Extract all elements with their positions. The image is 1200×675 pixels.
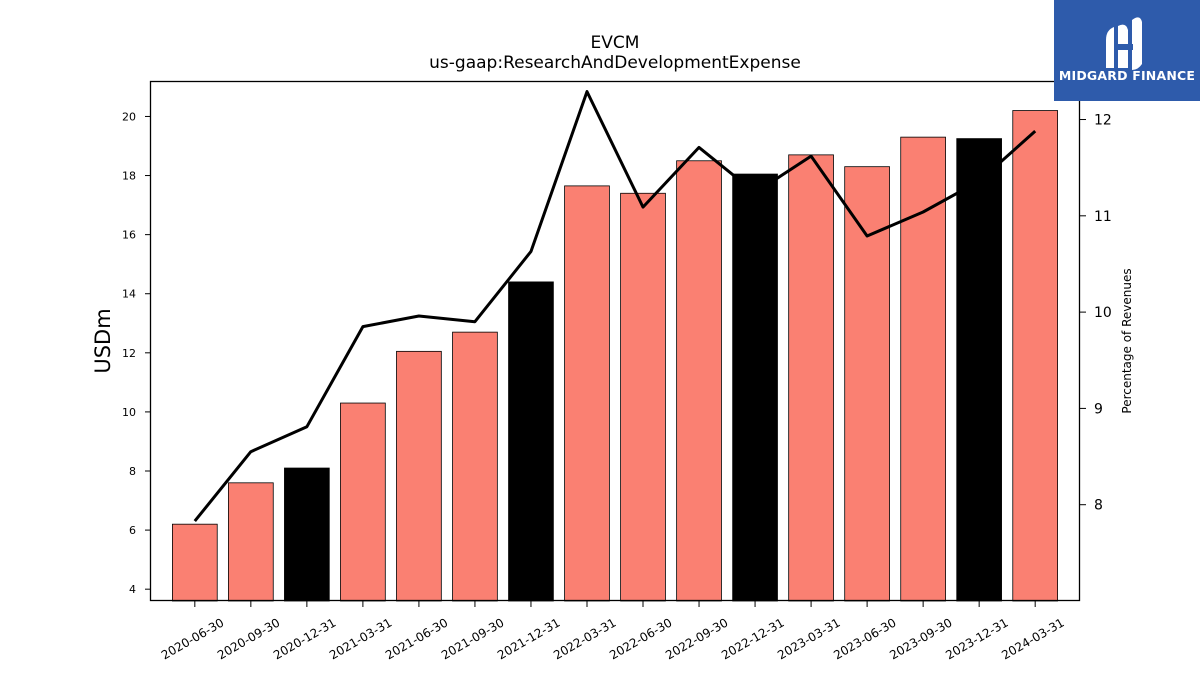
midgard-logo-icon	[1106, 17, 1142, 70]
x-axis: 2020-06-302020-09-302020-12-312021-03-31…	[159, 601, 1067, 662]
x-tick-label: 2022-06-30	[607, 615, 674, 662]
y-axis-left: 4 6 8 10 12 14 16 18 20	[122, 110, 150, 596]
x-tick-label: 2020-06-30	[159, 615, 226, 662]
x-tick-label: 2023-03-31	[775, 615, 842, 662]
bar	[732, 173, 778, 602]
bar	[564, 185, 610, 602]
bar-series	[172, 110, 1058, 602]
bar	[340, 402, 386, 602]
plot-frame	[149, 80, 1081, 602]
x-tick-label: 2024-03-31	[999, 615, 1066, 662]
x-tick-label: 2022-03-31	[551, 615, 618, 662]
y-tick-label: 12	[122, 347, 136, 360]
y-axis-label: USDm	[91, 308, 115, 373]
y2-tick-label: 12	[1094, 113, 1112, 129]
y-tick-label: 16	[122, 229, 136, 242]
bar	[284, 467, 330, 602]
x-tick-label: 2022-12-31	[719, 615, 786, 662]
y-tick-label: 18	[122, 170, 136, 183]
y-tick-label: 4	[129, 583, 136, 596]
y2-tick-label: 11	[1094, 209, 1112, 225]
bar	[788, 154, 834, 602]
bar	[508, 281, 554, 602]
bar	[1012, 110, 1058, 602]
bar	[396, 350, 442, 602]
y-tick-label: 20	[122, 110, 136, 123]
bar	[620, 192, 666, 602]
brand-logo: MIDGARD FINANCE	[1054, 0, 1200, 101]
y2-tick-label: 8	[1094, 498, 1103, 514]
x-tick-label: 2023-09-30	[887, 615, 954, 662]
bar	[956, 138, 1002, 602]
x-tick-label: 2020-09-30	[215, 615, 282, 662]
y-tick-label: 14	[122, 288, 136, 301]
brand-name: MIDGARD FINANCE	[1058, 68, 1196, 83]
series-line	[193, 90, 1037, 523]
bar	[452, 331, 498, 602]
line-series	[193, 90, 1037, 523]
y-tick-label: 6	[129, 524, 136, 537]
x-tick-label: 2021-06-30	[383, 615, 450, 662]
y2-tick-label: 10	[1094, 305, 1112, 321]
y2-axis-label: Percentage of Revenues	[1120, 268, 1134, 413]
y-axis-right: 8 9 10 11 12	[1080, 113, 1112, 514]
x-tick-label: 2021-03-31	[327, 615, 394, 662]
bar	[172, 523, 218, 602]
x-tick-label: 2021-12-31	[495, 615, 562, 662]
bar	[844, 166, 890, 602]
x-tick-label: 2022-09-30	[663, 615, 730, 662]
bar	[676, 160, 722, 602]
x-tick-label: 2020-12-31	[271, 615, 338, 662]
bar	[900, 136, 946, 602]
chart-title: EVCM	[591, 33, 640, 53]
x-tick-label: 2021-09-30	[439, 615, 506, 662]
y2-tick-label: 9	[1094, 401, 1103, 417]
y-tick-label: 8	[129, 465, 136, 478]
x-tick-label: 2023-12-31	[943, 615, 1010, 662]
x-tick-label: 2023-06-30	[831, 615, 898, 662]
bar	[228, 482, 274, 602]
y-tick-label: 10	[122, 406, 136, 419]
chart-subtitle: us-gaap:ResearchAndDevelopmentExpense	[429, 53, 801, 73]
